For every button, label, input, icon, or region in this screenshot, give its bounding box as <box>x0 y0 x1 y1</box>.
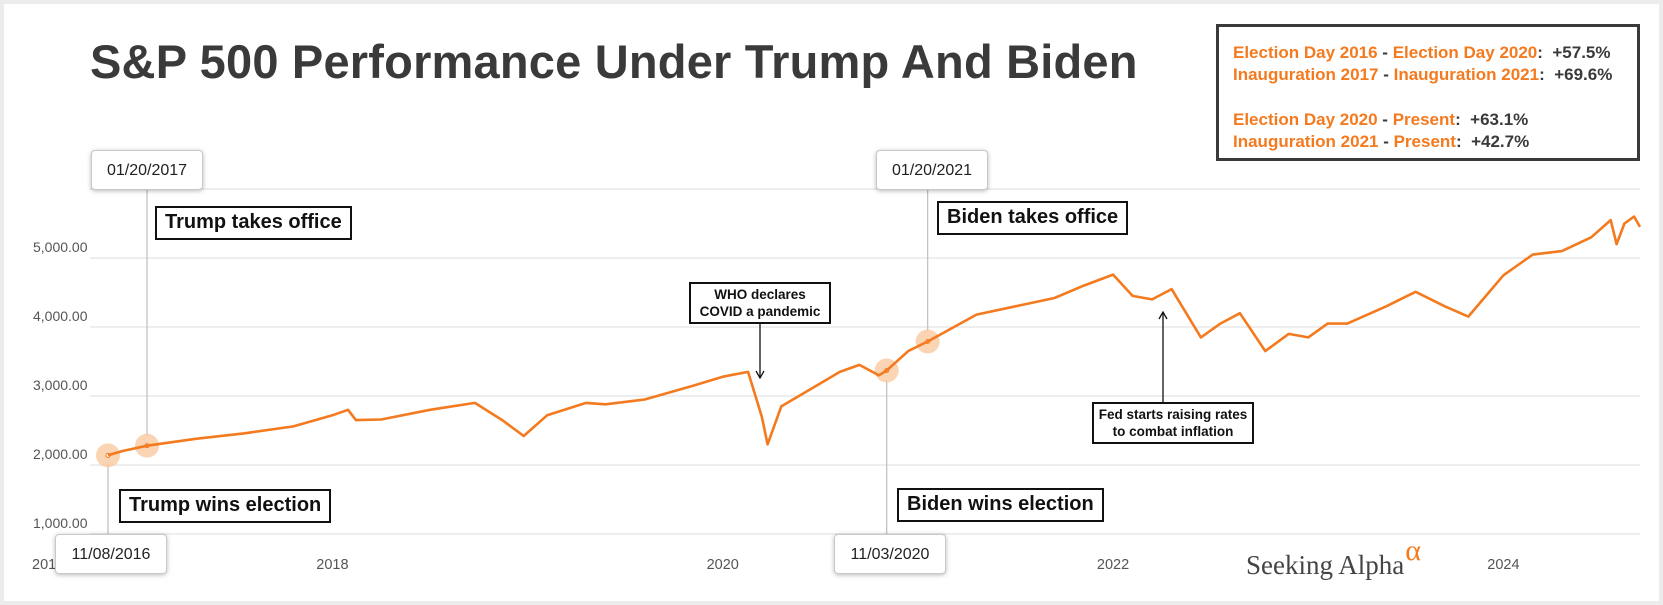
stat-end: Present <box>1392 110 1456 129</box>
stat-row: Election Day 2020 - Present: +63.1% <box>1233 110 1529 129</box>
annotation-covid: WHO declares COVID a pandemic <box>689 282 831 324</box>
event-markers <box>96 329 940 468</box>
stat-value: +63.1% <box>1470 110 1529 129</box>
stat-start: Inauguration 2021 <box>1233 132 1379 151</box>
seeking-alpha-logo: Seeking Alphaα <box>1246 534 1421 582</box>
annotation-fed-line2: to combat inflation <box>1112 424 1234 439</box>
event-label-biden-takes-office: Biden takes office <box>937 201 1129 235</box>
annotation-covid-line2: COVID a pandemic <box>699 304 821 319</box>
stat-end: Inauguration 2021 <box>1393 65 1540 84</box>
x-tick-label: 2020 <box>707 557 739 573</box>
covid-arrow-head <box>755 370 765 380</box>
y-tick-label: 3,000.00 <box>33 377 88 393</box>
fed-arrow-head <box>1158 310 1168 320</box>
x-tick-label: 2024 <box>1487 557 1519 573</box>
stat-row: Inauguration 2021 - Present: +42.7% <box>1233 132 1530 151</box>
logo-text: Seeking Alpha <box>1246 550 1405 580</box>
y-tick-label: 2,000.00 <box>33 446 88 462</box>
stat-end: Present <box>1393 132 1456 151</box>
event-label-trump-wins-election: Trump wins election <box>119 489 332 523</box>
y-tick-label: 4,000.00 <box>33 308 88 324</box>
annotation-arrows <box>755 310 1168 402</box>
grid <box>90 188 1640 535</box>
annotation-covid-line1: WHO declares <box>714 287 806 302</box>
date-tooltip-biden-inauguration: 01/20/2021 <box>876 150 988 190</box>
date-tooltip-biden-election: 11/03/2020 <box>834 534 946 574</box>
stat-row: Inauguration 2017 - Inauguration 2021: +… <box>1233 65 1613 84</box>
y-tick-label: 1,000.00 <box>33 515 88 531</box>
x-tick-label: 2022 <box>1097 557 1129 573</box>
stat-value: +69.6% <box>1554 65 1613 84</box>
chart-title: S&P 500 Performance Under Trump And Bide… <box>90 35 1138 88</box>
event-label-trump-takes-office: Trump takes office <box>155 206 352 240</box>
annotation-fed: Fed starts raising rates to combat infla… <box>1092 402 1254 444</box>
alpha-icon: α <box>1405 534 1421 567</box>
stat-start: Election Day 2020 <box>1233 110 1378 129</box>
stat-row: Election Day 2016 - Election Day 2020: +… <box>1233 43 1611 62</box>
stats-legend-box: Election Day 2016 - Election Day 2020: +… <box>1216 24 1640 161</box>
x-tick-label: 2018 <box>316 557 348 573</box>
y-tick-label: 5,000.00 <box>33 239 88 255</box>
event-label-biden-wins-election: Biden wins election <box>897 488 1104 522</box>
annotation-fed-line1: Fed starts raising rates <box>1098 407 1248 422</box>
date-tooltip-trump-election: 11/08/2016 <box>55 534 167 574</box>
date-tooltip-trump-inauguration: 01/20/2017 <box>91 150 203 190</box>
y-axis: 1,000.00 2,000.00 3,000.00 4,000.00 5,000.00 <box>33 239 88 531</box>
series-line-sp500 <box>107 215 1642 457</box>
stat-start: Election Day 2016 <box>1233 43 1378 62</box>
leader-lines <box>107 190 929 534</box>
stat-start: Inauguration 2017 <box>1233 65 1379 84</box>
stat-end: Election Day 2020 <box>1392 43 1538 62</box>
stat-value: +42.7% <box>1471 132 1530 151</box>
stat-value: +57.5% <box>1552 43 1611 62</box>
